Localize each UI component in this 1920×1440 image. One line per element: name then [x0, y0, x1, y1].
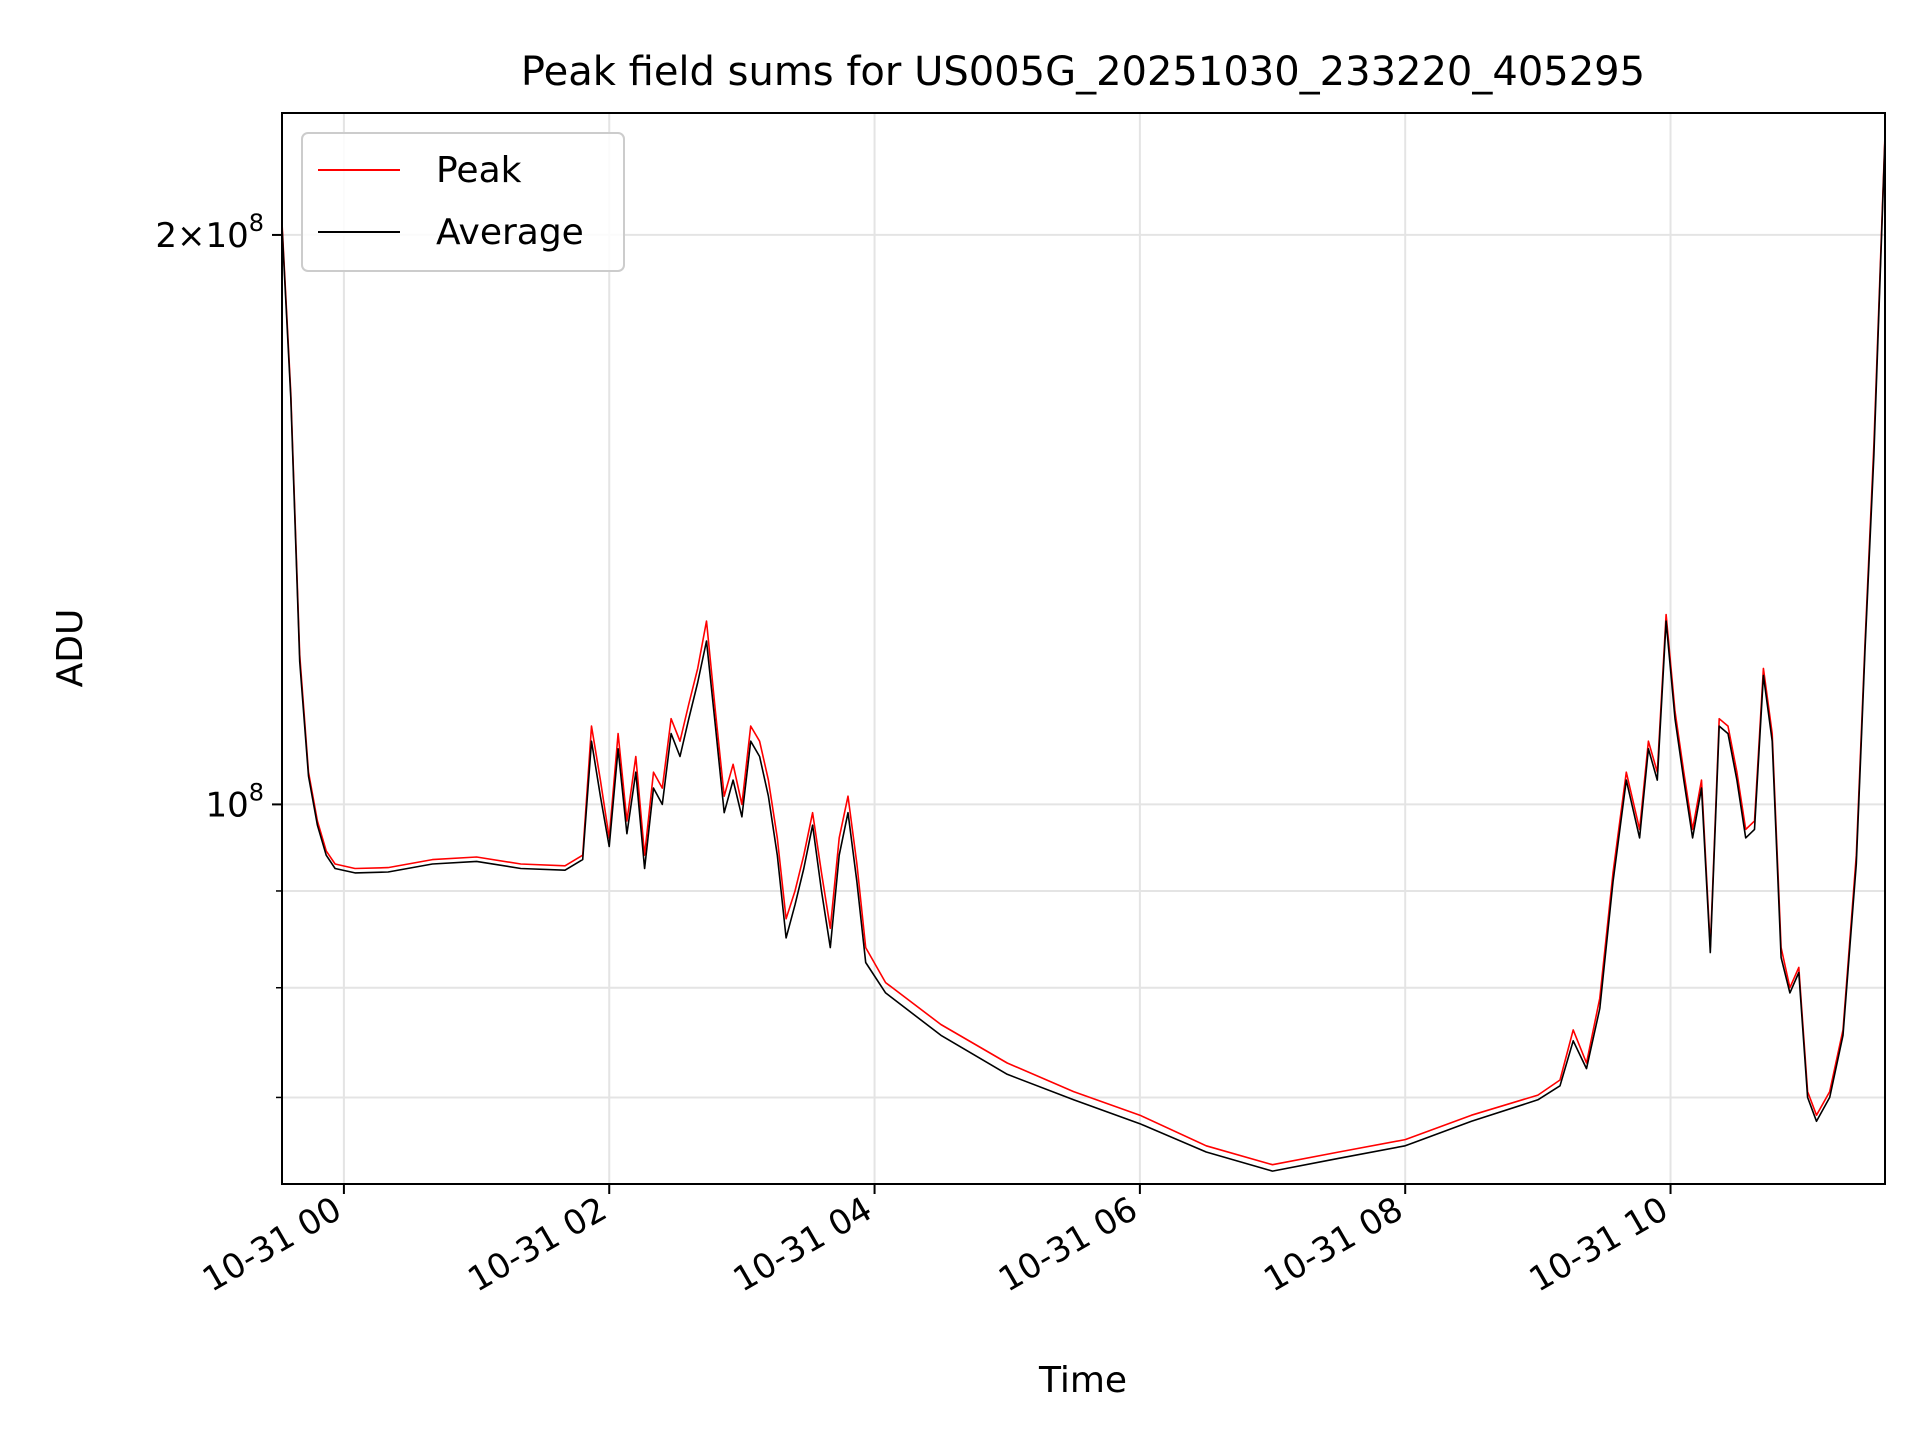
plot-frame — [281, 112, 1886, 1185]
plot-area — [281, 112, 1886, 1185]
series-line-peak — [281, 134, 1886, 1166]
legend-label-average: Average — [436, 212, 584, 253]
plot-background — [282, 113, 1885, 1184]
y-tick-exponent: 8 — [249, 778, 264, 806]
y-tick-mantissa: 2× — [155, 216, 205, 256]
y-tick-base: 10 — [205, 785, 248, 825]
y-tick-exponent: 8 — [249, 209, 264, 237]
y-tick-label: 108 — [205, 778, 264, 825]
series-line-average — [281, 138, 1886, 1172]
series-layer — [281, 134, 1886, 1172]
legend-label-peak: Peak — [436, 150, 522, 191]
y-tick-base: 10 — [205, 216, 248, 256]
y-axis-label: ADU — [50, 609, 91, 688]
legend-box — [301, 132, 625, 272]
y-tick-label: 2×108 — [155, 209, 264, 256]
legend: Peak Average — [301, 132, 625, 272]
chart-title: Peak field sums for US005G_20251030_2332… — [521, 49, 1645, 95]
x-axis-label: Time — [1038, 1360, 1127, 1401]
